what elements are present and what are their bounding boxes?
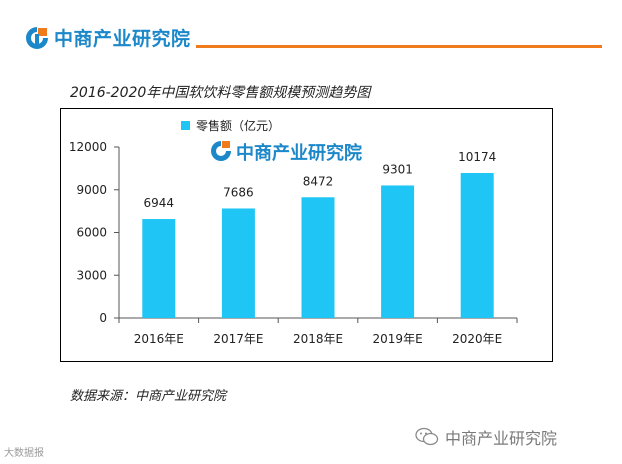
x-tick-label: 2017年E: [213, 332, 263, 346]
data-source-note: 数据来源：中商产业研究院: [70, 389, 227, 404]
wechat-watermark: 中商产业研究院: [415, 425, 557, 449]
chart-frame: [60, 108, 553, 362]
chart-watermark-text: 中商产业研究院: [236, 142, 362, 164]
bar: [381, 185, 415, 318]
legend-label: 零售额（亿元）: [196, 118, 280, 133]
wechat-watermark-text: 中商产业研究院: [445, 429, 558, 448]
y-tick-label: 0: [99, 311, 107, 325]
data-label: 9301: [382, 162, 413, 176]
wechat-icon: [415, 427, 439, 446]
bar: [142, 219, 176, 318]
x-tick-label: 2020年E: [452, 332, 502, 346]
legend-swatch: [181, 121, 190, 130]
header-divider: [196, 45, 602, 48]
bar: [221, 208, 255, 318]
y-tick-label: 3000: [76, 268, 107, 282]
bar: [301, 197, 335, 318]
data-label: 7686: [223, 185, 254, 199]
chart-title: 2016-2020年中国软饮料零售额规模预测趋势图: [70, 85, 371, 101]
data-label: 6944: [144, 196, 175, 210]
data-label: 10174: [458, 150, 496, 164]
y-tick-label: 9000: [76, 183, 107, 197]
brand-logo-icon: [26, 26, 48, 49]
chart-watermark-icon: [211, 141, 231, 161]
chart-watermark-accent: [222, 141, 230, 148]
chart-watermark: 中商产业研究院: [211, 141, 362, 164]
brand-name: 中商产业研究院: [54, 28, 191, 50]
corner-watermark: 大数据报: [4, 448, 44, 459]
x-tick-label: 2018年E: [293, 332, 343, 346]
y-tick-label: 12000: [69, 140, 107, 154]
x-tick-label: 2019年E: [373, 332, 423, 346]
x-tick-label: 2016年E: [134, 332, 184, 346]
bar: [460, 173, 494, 318]
data-label: 8472: [303, 174, 334, 188]
y-tick-label: 6000: [76, 226, 107, 240]
header-logo: 中商产业研究院: [24, 24, 191, 51]
